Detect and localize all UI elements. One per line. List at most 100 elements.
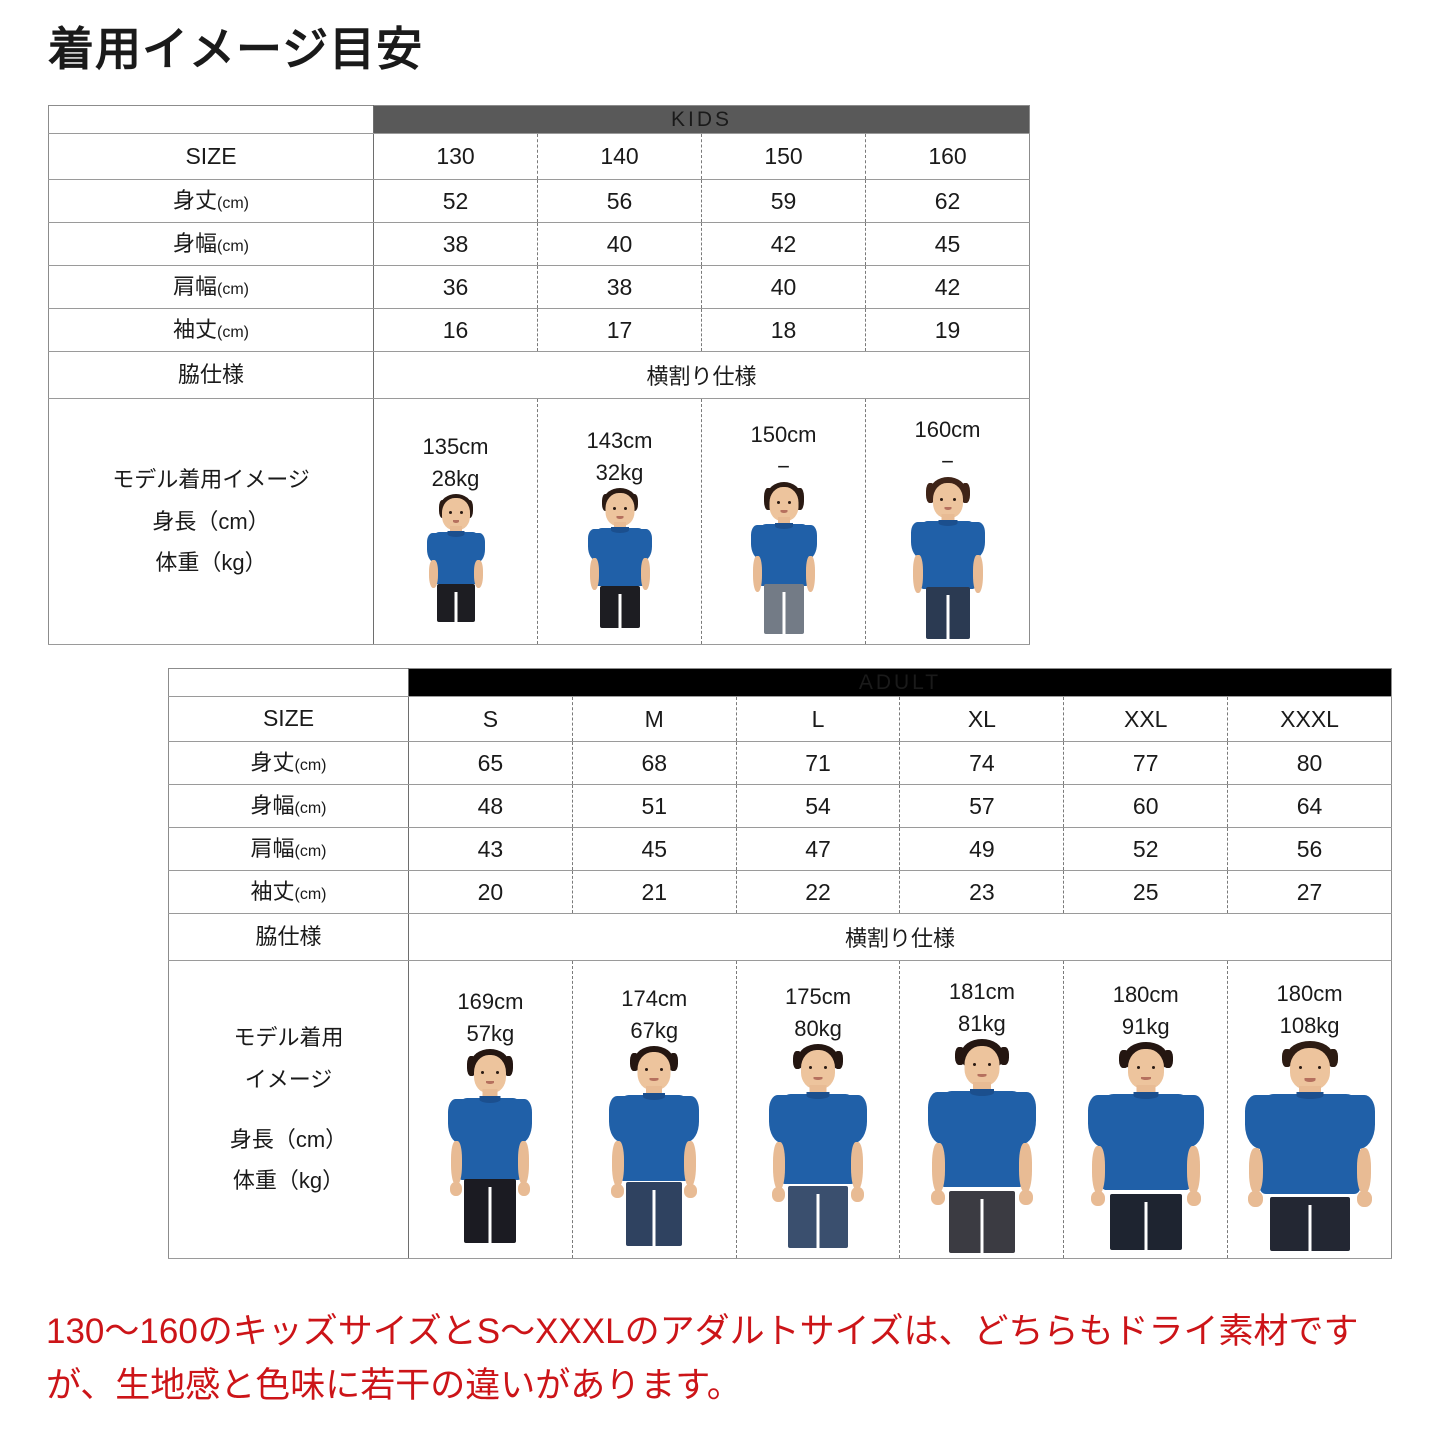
adult-sodetake-s: 20	[408, 870, 573, 914]
kids-model-weight-130: 28kg	[431, 465, 480, 491]
kids-sodetake-160: 19	[865, 308, 1030, 352]
kids-model-height-150: 150cm	[750, 421, 817, 447]
kids-mihaba-140: 40	[537, 222, 702, 266]
adult-model-meta-xxxl: 180cm 108kg	[1229, 968, 1391, 1042]
kids-mitake-160: 62	[865, 179, 1030, 223]
kids-model-figure-160	[893, 477, 1003, 640]
kids-model-meta-130: 135cm 28kg	[374, 421, 537, 495]
kids-row-label-mitake-text: 身丈	[173, 188, 218, 214]
adult-size-l: L	[735, 696, 900, 742]
kids-row-unit-sodetake: (cm)	[217, 324, 249, 342]
adult-sodetake-l: 22	[735, 870, 900, 914]
adult-model-meta-s: 169cm 57kg	[409, 976, 572, 1050]
adult-row-katahaba: 肩幅(cm) 43 45 47 49 52 56	[168, 827, 1392, 871]
adult-size-row: SIZE S M L XL XXL XXXL	[168, 696, 1392, 742]
adult-model-meta-m: 174cm 67kg	[573, 973, 735, 1047]
adult-mitake-xxl: 77	[1063, 741, 1228, 785]
kids-katahaba-150: 40	[701, 265, 866, 309]
kids-row-label-sodetake-text: 袖丈	[173, 317, 218, 343]
adult-model-label-line4: 体重（kg）	[232, 1168, 345, 1194]
adult-row-label-katahaba: 肩幅(cm)	[168, 827, 409, 871]
kids-model-figure-140	[570, 488, 670, 629]
adult-sodetake-xxl: 25	[1063, 870, 1228, 914]
kids-size-row-label: SIZE	[48, 133, 374, 180]
kids-banner-row: KIDS	[48, 105, 1030, 134]
kids-sodetake-140: 17	[537, 308, 702, 352]
adult-banner-label: ADULT	[408, 668, 1392, 697]
kids-model-height-130: 135cm	[422, 433, 489, 459]
kids-sodetake-150: 18	[701, 308, 866, 352]
kids-row-unit-mitake: (cm)	[217, 195, 249, 213]
adult-row-unit-mihaba: (cm)	[294, 800, 327, 818]
adult-mihaba-m: 51	[571, 784, 737, 828]
adult-sodetake-xl: 23	[899, 870, 1064, 914]
kids-row-label-katahaba-text: 肩幅	[173, 274, 218, 300]
adult-row-label-mitake: 身丈(cm)	[168, 741, 409, 785]
kids-mitake-130: 52	[373, 179, 538, 223]
adult-sodetake-xxxl: 27	[1227, 870, 1392, 914]
adult-katahaba-xxl: 52	[1063, 827, 1228, 871]
adult-row-label-mihaba: 身幅(cm)	[168, 784, 409, 828]
kids-model-meta-160: 160cm −	[867, 404, 1030, 478]
kids-size-140: 140	[537, 133, 702, 180]
kids-row-label-waki: 脇仕様	[48, 351, 374, 399]
adult-model-height-s: 169cm	[457, 988, 524, 1014]
kids-model-figure-130	[408, 494, 504, 623]
adult-row-mihaba: 身幅(cm) 48 51 54 57 60 64	[168, 784, 1392, 828]
adult-size-m: M	[571, 696, 737, 742]
kids-model-row: モデル着用イメージ 身長（cm） 体重（kg） 135cm 28kg	[48, 398, 1030, 645]
kids-row-mihaba: 身幅(cm) 38 40 42 45	[48, 222, 1030, 266]
adult-model-height-xxl: 180cm	[1112, 981, 1179, 1007]
kids-size-160: 160	[865, 133, 1030, 180]
adult-model-weight-xxxl: 108kg	[1279, 1012, 1340, 1038]
kids-model-cell-150: 150cm −	[701, 398, 866, 645]
kids-mitake-150: 59	[701, 179, 866, 223]
adult-banner-row: ADULT	[168, 668, 1392, 697]
adult-row-waki: 脇仕様 横割り仕様	[168, 913, 1392, 961]
kids-mihaba-160: 45	[865, 222, 1030, 266]
adult-model-figure-xxl	[1076, 1042, 1216, 1251]
adult-model-cell-l: 175cm 80kg	[735, 960, 900, 1259]
adult-model-label-line2: イメージ	[244, 1066, 333, 1092]
adult-mitake-xl: 74	[899, 741, 1064, 785]
adult-model-figure-l	[754, 1044, 882, 1249]
kids-size-row: SIZE 130 140 150 160	[48, 133, 1030, 180]
adult-model-label-line1: モデル着用	[233, 1024, 344, 1050]
kids-model-height-160: 160cm	[914, 416, 981, 442]
adult-row-label-katahaba-text: 肩幅	[250, 836, 295, 862]
adult-katahaba-xxxl: 56	[1227, 827, 1392, 871]
adult-model-cell-xxl: 180cm 91kg	[1063, 960, 1228, 1259]
adult-size-s: S	[408, 696, 573, 742]
adult-size-xxl: XXL	[1063, 696, 1228, 742]
kids-model-cell-140: 143cm 32kg	[537, 398, 702, 645]
adult-model-cell-xl: 181cm 81kg	[899, 960, 1064, 1259]
adult-model-meta-xl: 181cm 81kg	[901, 966, 1063, 1040]
adult-model-figure-xxxl	[1237, 1041, 1383, 1252]
kids-row-unit-katahaba: (cm)	[217, 281, 249, 299]
adult-row-unit-mitake: (cm)	[294, 757, 327, 775]
kids-model-weight-150: −	[777, 453, 790, 479]
kids-sodetake-130: 16	[373, 308, 538, 352]
adult-model-cell-s: 169cm 57kg	[408, 960, 573, 1259]
adult-row-mitake: 身丈(cm) 65 68 71 74 77 80	[168, 741, 1392, 785]
adult-model-meta-l: 175cm 80kg	[737, 971, 899, 1045]
adult-model-height-xl: 181cm	[948, 978, 1015, 1004]
kids-model-figure-150	[732, 482, 836, 635]
adult-mitake-m: 68	[571, 741, 737, 785]
adult-row-unit-katahaba: (cm)	[294, 843, 327, 861]
adult-size-xxxl: XXXL	[1227, 696, 1392, 742]
kids-model-cell-160: 160cm −	[865, 398, 1030, 645]
kids-model-label-line3: 体重（kg）	[155, 550, 267, 576]
kids-mihaba-150: 42	[701, 222, 866, 266]
adult-banner-blank-cell	[168, 668, 409, 697]
adult-model-row-label: モデル着用 イメージ 身長（cm） 体重（kg）	[168, 960, 409, 1259]
adult-waki-value: 横割り仕様	[408, 913, 1392, 961]
adult-mihaba-xl: 57	[899, 784, 1064, 828]
kids-model-cell-130: 135cm 28kg	[373, 398, 538, 645]
adult-mihaba-xxl: 60	[1063, 784, 1228, 828]
kids-row-label-katahaba: 肩幅(cm)	[48, 265, 374, 309]
adult-size-row-label: SIZE	[168, 696, 409, 742]
page-title: 着用イメージ目安	[48, 23, 424, 75]
kids-model-label-line2: 身長（cm）	[152, 508, 270, 534]
adult-model-height-xxxl: 180cm	[1276, 980, 1343, 1006]
